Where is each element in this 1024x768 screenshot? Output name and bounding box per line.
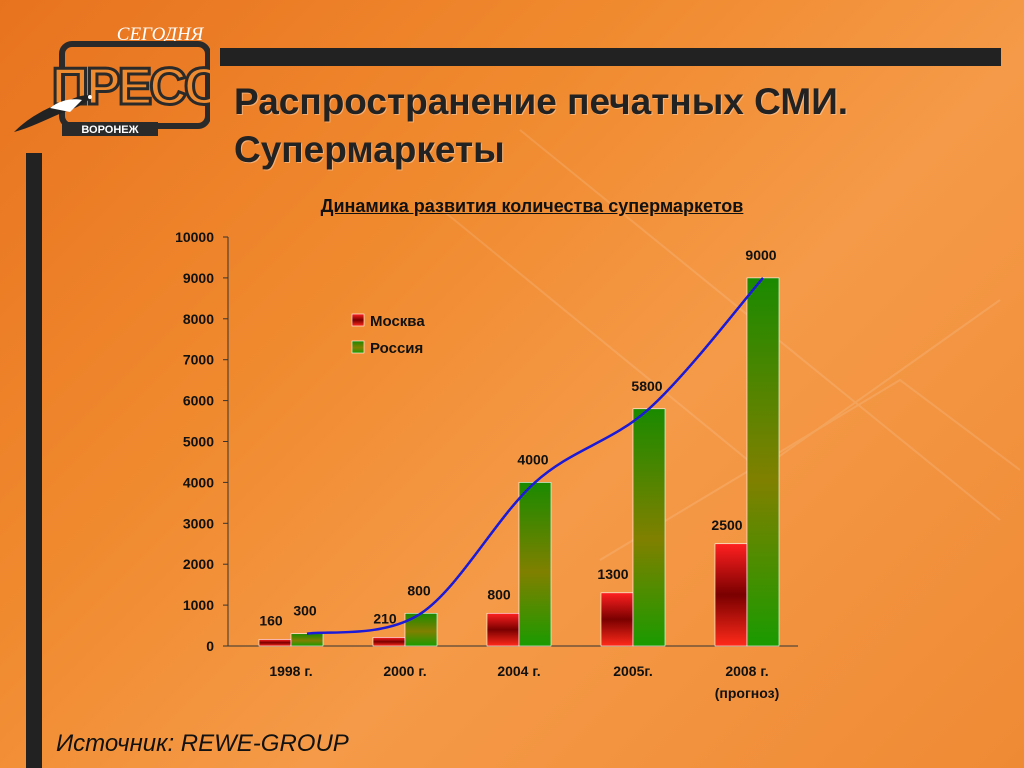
magpie-icon <box>14 95 92 132</box>
x-tick-label: 1998 г. <box>269 663 312 679</box>
y-tick-label: 5000 <box>183 434 214 450</box>
source-note: Источник: REWE-GROUP <box>56 730 349 757</box>
bar-moscow <box>372 637 406 647</box>
trend-line <box>306 277 764 635</box>
bar-moscow <box>486 612 520 647</box>
y-tick-label: 0 <box>206 638 214 654</box>
x-tick-label: 2008 г. <box>725 663 768 679</box>
x-tick-note: (прогноз) <box>715 685 780 701</box>
y-tick-label: 9000 <box>183 270 214 286</box>
title-line-1: Распространение печатных СМИ. <box>234 81 849 122</box>
data-label-russia: 4000 <box>517 451 548 467</box>
data-label-russia: 5800 <box>631 378 662 394</box>
y-tick-label: 7000 <box>183 352 214 368</box>
bar-russia <box>290 633 324 647</box>
chart-title: Динамика развития количества супермаркет… <box>320 196 744 216</box>
x-tick-label: 2004 г. <box>497 663 540 679</box>
x-tick-label: 2005г. <box>613 663 652 679</box>
y-tick-label: 8000 <box>183 311 214 327</box>
data-label-moscow: 800 <box>487 586 511 602</box>
press-logo: СЕГОДНЯ ПРЕСС ВОРОНЕЖ <box>14 24 210 136</box>
bar-russia <box>632 408 666 647</box>
page-title: Распространение печатных СМИ. Супермарке… <box>234 78 848 174</box>
y-tick-label: 10000 <box>175 229 214 245</box>
legend-label: Россия <box>370 340 423 357</box>
data-label-moscow: 2500 <box>711 517 742 533</box>
y-tick-label: 2000 <box>183 556 214 572</box>
logo-top-text: СЕГОДНЯ <box>117 24 205 45</box>
bar-russia <box>518 482 552 647</box>
y-tick-label: 1000 <box>183 597 214 613</box>
x-tick-label: 2000 г. <box>383 663 426 679</box>
bar-moscow <box>600 592 634 647</box>
data-label-russia: 800 <box>407 582 431 598</box>
bar-russia <box>746 277 780 647</box>
y-tick-label: 6000 <box>183 393 214 409</box>
logo-city: ВОРОНЕЖ <box>81 124 138 136</box>
bar-moscow <box>258 639 292 647</box>
legend-swatch <box>351 340 365 354</box>
y-tick-label: 4000 <box>183 474 214 490</box>
legend-swatch <box>351 313 365 327</box>
legend-label: Москва <box>370 313 425 330</box>
bar-moscow <box>714 543 748 647</box>
y-tick-label: 3000 <box>183 515 214 531</box>
data-label-moscow: 210 <box>373 610 397 626</box>
title-line-2: Супермаркеты <box>234 129 505 170</box>
data-label-russia: 9000 <box>745 247 776 263</box>
top-accent-bar <box>220 48 1001 66</box>
data-label-moscow: 160 <box>259 612 283 628</box>
data-label-russia: 300 <box>293 603 317 619</box>
data-label-moscow: 1300 <box>597 566 628 582</box>
left-accent-bar <box>26 153 42 768</box>
